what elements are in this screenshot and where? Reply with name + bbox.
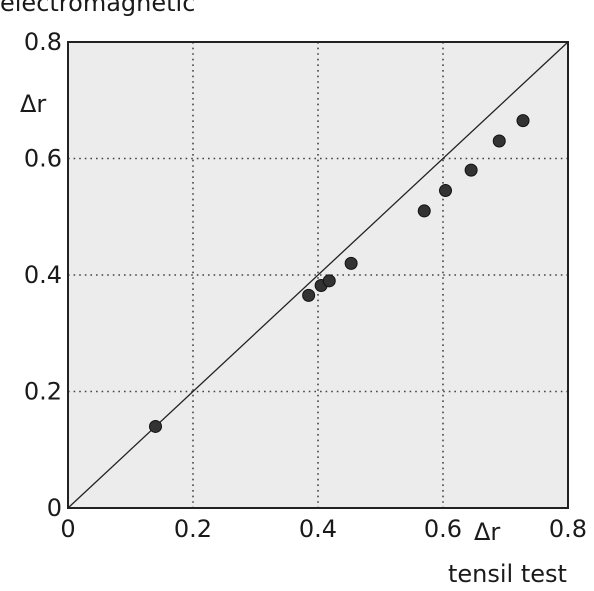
x-tick-label: 0.6	[424, 515, 462, 543]
data-point	[302, 288, 316, 302]
y-tick-label: 0.8	[24, 28, 62, 56]
y-tick-label: 0.6	[24, 145, 62, 173]
data-point	[344, 256, 358, 270]
x-axis-bottom-label: tensil test	[448, 560, 567, 588]
data-point	[439, 184, 452, 198]
x-tick-label: 0.4	[299, 515, 337, 543]
plot-frame	[67, 41, 569, 509]
data-point	[492, 134, 506, 148]
x-axis-inner-label: Δr	[474, 518, 501, 546]
x-tick-label: 0.8	[549, 515, 587, 543]
axis-ticks: 0 0.2 0.4 0.6 0.8 0 0.2 0.4 0.6 0.8	[24, 28, 587, 543]
y-tick-label: 0	[47, 494, 62, 522]
y-axis-top-label: electromagnetic	[0, 0, 196, 17]
y-axis-inner-label: Δr	[20, 90, 47, 118]
y-tick-label: 0.2	[24, 378, 62, 406]
data-point	[149, 419, 162, 433]
data-point	[322, 274, 336, 288]
data-point	[417, 204, 431, 218]
data-point	[464, 163, 478, 177]
x-tick-label: 0.2	[174, 515, 212, 543]
data-point	[516, 114, 530, 128]
x-tick-label: 0	[60, 515, 75, 543]
data-points	[149, 114, 530, 433]
y-tick-label: 0.4	[24, 261, 62, 289]
